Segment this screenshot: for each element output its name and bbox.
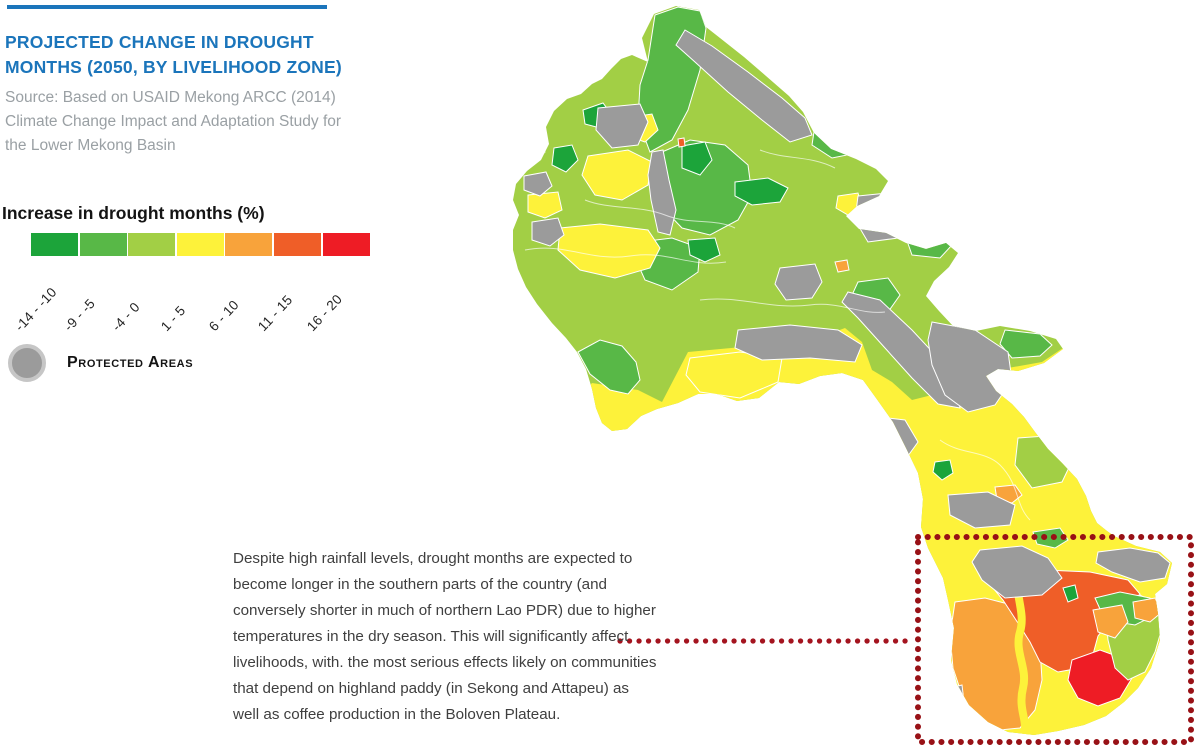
protected-area-icon — [8, 344, 46, 382]
legend-swatches — [31, 233, 370, 256]
map-zone-borders — [524, 149, 1031, 521]
legend-swatch — [176, 233, 224, 256]
source-note: Source: Based on USAID Mekong ARCC (2014… — [5, 89, 342, 155]
protected-areas-label: Protected Areas — [67, 354, 194, 371]
legend-swatch — [225, 233, 273, 256]
legend-swatch — [128, 233, 176, 256]
protected-areas-row: Protected Areas — [8, 344, 193, 382]
legend-swatch — [273, 233, 321, 256]
map-highlight-box — [617, 534, 1194, 745]
page-title: PROJECTED CHANGE IN DROUGHT MONTHS (2050… — [5, 32, 342, 77]
annotation-text: Despite high rainfall levels, drought mo… — [233, 550, 657, 723]
legend-swatch — [322, 233, 370, 256]
legend-title: Increase in drought months (%) — [2, 203, 265, 223]
highlight-box-rect — [915, 534, 1194, 745]
accent-rule — [7, 5, 327, 9]
legend-swatch — [31, 233, 78, 256]
legend-swatch — [79, 233, 127, 256]
